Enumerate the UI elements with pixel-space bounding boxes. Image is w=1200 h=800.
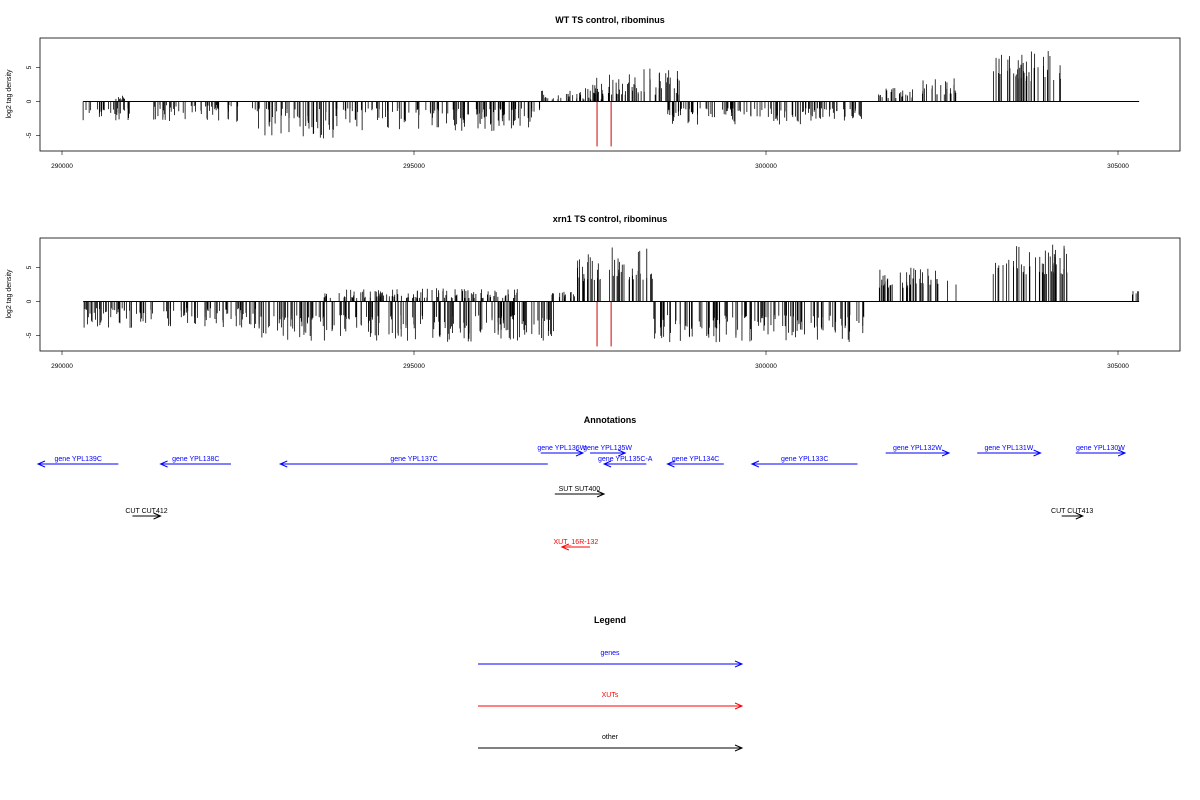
wt-y-tick-label: 0 [26, 99, 33, 103]
xrn1-x-tick-label: 290000 [51, 363, 73, 370]
annotation-arrow [540, 449, 585, 457]
legend-arrow [478, 744, 744, 752]
wt-x-tick-label: 300000 [755, 163, 777, 170]
annotation-arrow [159, 460, 231, 468]
xrn1-y-tick-label: -5 [26, 332, 33, 338]
legend-label: genes [600, 650, 620, 657]
legend-label: XUTs [602, 692, 619, 699]
xrn1-x-tick-label: 300000 [755, 363, 777, 370]
annotations-title: Annotations [584, 415, 637, 425]
annotation-arrow [560, 543, 590, 551]
annotation-features: gene YPL139C gene YPL138C gene YPL137C gene… [36, 445, 1127, 551]
annotation-label: gene YPL138C [172, 456, 219, 463]
wt-density-bars [82, 51, 1061, 139]
annotation-label: gene YPL139C [55, 456, 102, 463]
annotation-label: gene YPL130W [1076, 445, 1125, 452]
xrn1-panel-title: xrn1 TS control, ribominus [553, 214, 668, 224]
xrn1-y-tick-label: 5 [26, 265, 33, 269]
wt-x-tick-label: 305000 [1107, 163, 1129, 170]
annotation-arrow [1061, 512, 1085, 520]
annotation-label: gene YPL135C-A [598, 456, 653, 463]
xrn1-y-tick-label: 0 [26, 299, 33, 303]
xrn1-x-tick-label: 295000 [403, 363, 425, 370]
annotation-arrow [554, 490, 606, 498]
xrn1-x-tick-label: 305000 [1107, 363, 1129, 370]
annotation-label: gene YPL135W [583, 445, 632, 452]
annotation-label: SUT SUT400 [559, 486, 601, 493]
legend-label: other [602, 734, 619, 741]
legend-items: genes XUTs other [478, 650, 744, 752]
wt-y-tick-label: -5 [26, 132, 33, 138]
annotation-label: gene YPL137C [390, 456, 437, 463]
xrn1-panel: xrn1 TS control, ribominus log2 tag dens… [6, 214, 1181, 370]
wt-panel: WT TS control, ribominus log2 tag densit… [6, 15, 1181, 170]
annotation-arrow [602, 460, 647, 468]
annotation-arrow [750, 460, 858, 468]
xrn1-reference-lines [596, 301, 612, 347]
wt-y-tick-label: 5 [26, 65, 33, 69]
xrn1-y-axis-label: log2 tag density [6, 269, 13, 319]
wt-x-axis: 290000 295000 300000 305000 [51, 151, 1129, 170]
legend-arrow [478, 702, 744, 710]
annotation-arrow [666, 460, 724, 468]
annotation-arrow [885, 449, 951, 457]
annotation-arrow [278, 460, 548, 468]
annotation-arrow [36, 460, 119, 468]
xrn1-density-bars [83, 244, 1139, 343]
xrn1-x-axis: 290000 295000 300000 305000 [51, 351, 1129, 370]
wt-x-tick-label: 290000 [51, 163, 73, 170]
annotations-panel: Annotations gene YPL139C gene YPL138C gene… [36, 415, 1127, 551]
legend-title: Legend [594, 615, 626, 625]
annotation-arrow [132, 512, 162, 520]
annotation-label: gene YPL136W [537, 445, 586, 452]
annotation-label: gene YPL134C [672, 456, 719, 463]
wt-plot-frame [39, 37, 1181, 152]
legend-arrow [478, 660, 744, 668]
xrn1-y-axis: -5 0 5 [26, 265, 40, 338]
wt-y-axis: -5 0 5 [26, 65, 40, 138]
annotation-arrow [590, 449, 627, 457]
wt-x-tick-label: 295000 [403, 163, 425, 170]
annotation-label: gene YPL133C [781, 456, 828, 463]
legend-panel: Legend genes XUTs other [478, 615, 744, 752]
xrn1-plot-frame [39, 237, 1181, 352]
annotation-arrow [1075, 449, 1127, 457]
wt-reference-lines [596, 101, 612, 147]
annotation-arrow [977, 449, 1042, 457]
annotation-label: gene YPL132W [893, 445, 942, 452]
annotation-label: gene YPL131W [984, 445, 1033, 452]
annotation-label: CUT CUT413 [1051, 508, 1093, 515]
wt-y-axis-label: log2 tag density [6, 69, 13, 119]
annotation-label: XUT_16R-132 [554, 539, 599, 546]
annotation-label: CUT CUT412 [125, 508, 167, 515]
wt-panel-title: WT TS control, ribominus [555, 15, 665, 25]
